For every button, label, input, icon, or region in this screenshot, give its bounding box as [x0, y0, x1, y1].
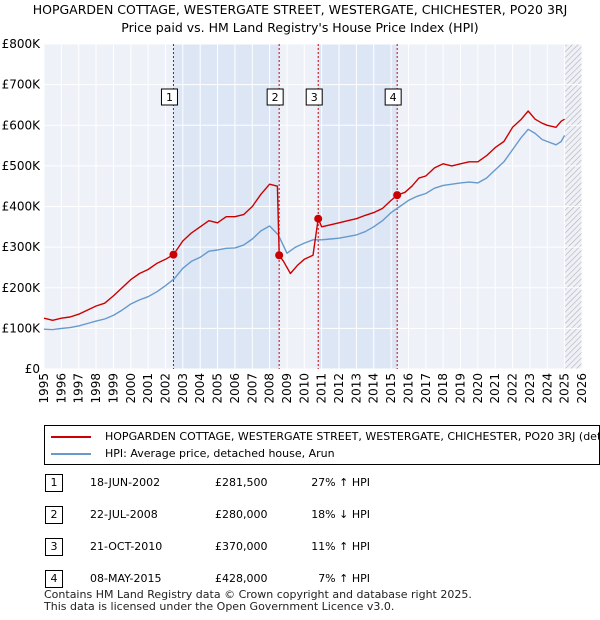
- property-price-line: [43, 110, 565, 321]
- sale-row: 2 22-JUL-2008 £280,000 18% ↓ HPI: [0, 506, 600, 526]
- sale-hpi-change: 7% ↑ HPI: [318, 572, 370, 585]
- sale-point: [169, 250, 178, 259]
- sale-number-badge: 1: [45, 474, 63, 492]
- sale-marker-label: 4: [390, 91, 397, 104]
- sale-price: £428,000: [215, 572, 268, 585]
- chart-title-line2: Price paid vs. HM Land Registry's House …: [121, 20, 479, 35]
- x-tick-label: 1999: [106, 373, 120, 404]
- x-tick-label: 2012: [332, 373, 346, 404]
- sale-date: 21-OCT-2010: [90, 540, 163, 553]
- x-tick-label: 2001: [141, 373, 155, 404]
- sale-date: 08-MAY-2015: [90, 572, 162, 585]
- x-tick-label: 2024: [540, 373, 554, 404]
- legend-swatch-property: [51, 436, 91, 438]
- y-tick-label: £600K: [2, 118, 42, 132]
- sale-number-badge: 4: [45, 570, 63, 588]
- y-tick-label: £300K: [2, 240, 42, 254]
- legend-label-property: HOPGARDEN COTTAGE, WESTERGATE STREET, WE…: [105, 430, 600, 443]
- x-tick-label: 2003: [176, 373, 190, 404]
- y-tick-label: £0: [25, 362, 40, 376]
- y-tick-label: £200K: [2, 281, 42, 295]
- y-tick-label: £800K: [2, 37, 42, 51]
- sale-price: £280,000: [215, 508, 268, 521]
- sale-marker-label: 2: [272, 91, 279, 104]
- x-tick-label: 2023: [523, 373, 537, 404]
- legend-label-hpi: HPI: Average price, detached house, Arun: [105, 447, 335, 460]
- sale-marker-label: 1: [166, 91, 173, 104]
- sale-marker-box: [384, 88, 402, 106]
- x-tick-label: 2021: [488, 373, 502, 404]
- x-tick-label: 1998: [89, 373, 103, 404]
- y-tick-label: £100K: [2, 321, 42, 335]
- sale-price: £281,500: [215, 476, 268, 489]
- footer: Contains HM Land Registry data © Crown c…: [44, 589, 472, 613]
- sale-row: 4 08-MAY-2015 £428,000 7% ↑ HPI: [0, 570, 600, 590]
- x-tick-label: 2015: [384, 373, 398, 404]
- legend-item-property: HOPGARDEN COTTAGE, WESTERGATE STREET, WE…: [51, 430, 600, 446]
- y-tick-label: £400K: [2, 200, 42, 214]
- footer-licence: This data is licensed under the Open Gov…: [44, 600, 395, 613]
- x-tick-label: 2011: [315, 373, 329, 404]
- y-tick-label: £700K: [2, 78, 42, 92]
- sale-date: 18-JUN-2002: [90, 476, 161, 489]
- footer-copyright: Contains HM Land Registry data © Crown c…: [44, 588, 472, 601]
- x-tick-label: 1995: [37, 373, 51, 404]
- x-tick-label: 1997: [72, 373, 86, 404]
- x-tick-label: 2026: [575, 373, 589, 404]
- legend: HOPGARDEN COTTAGE, WESTERGATE STREET, WE…: [44, 425, 600, 465]
- legend-swatch-hpi: [51, 453, 91, 455]
- x-tick-label: 2018: [436, 373, 450, 404]
- x-tick-label: 2017: [419, 373, 433, 404]
- x-tick-label: 2009: [280, 373, 294, 404]
- x-tick-label: 2007: [245, 373, 259, 404]
- hpi-line: [43, 128, 566, 331]
- sale-row: 1 18-JUN-2002 £281,500 27% ↑ HPI: [0, 474, 600, 494]
- x-tick-label: 2005: [211, 373, 225, 404]
- sale-point: [275, 251, 284, 260]
- sale-marker-box: [160, 88, 178, 106]
- x-tick-label: 2019: [454, 373, 468, 404]
- x-tick-label: 2000: [124, 373, 138, 404]
- sale-number-badge: 2: [45, 506, 63, 524]
- sale-price: £370,000: [215, 540, 268, 553]
- sale-marker-box: [305, 88, 323, 106]
- sale-date: 22-JUL-2008: [90, 508, 158, 521]
- sale-row: 3 21-OCT-2010 £370,000 11% ↑ HPI: [0, 538, 600, 558]
- y-tick-label: £500K: [2, 159, 42, 173]
- sale-hpi-change: 27% ↑ HPI: [311, 476, 370, 489]
- x-tick-label: 2004: [193, 373, 207, 404]
- x-tick-label: 2014: [367, 373, 381, 404]
- x-tick-label: 2025: [558, 373, 572, 404]
- legend-item-hpi: HPI: Average price, detached house, Arun: [51, 447, 335, 463]
- x-tick-label: 2008: [263, 373, 277, 404]
- x-tick-label: 2016: [401, 373, 415, 404]
- sale-point: [314, 214, 323, 223]
- sale-marker-box: [266, 88, 284, 106]
- price-chart: £0 £100K £200K £300K £400K £500K £600K £700K £80…: [2, 37, 589, 404]
- chart-title-line1: HOPGARDEN COTTAGE, WESTERGATE STREET, WE…: [32, 2, 568, 17]
- x-tick-label: 2013: [349, 373, 363, 404]
- x-tick-label: 1996: [54, 373, 68, 404]
- x-tick-label: 2020: [471, 373, 485, 404]
- sale-marker-label: 3: [311, 91, 318, 104]
- sale-point: [393, 191, 402, 200]
- sale-hpi-change: 18% ↓ HPI: [311, 508, 370, 521]
- x-tick-label: 2002: [158, 373, 172, 404]
- x-tick-label: 2006: [228, 373, 242, 404]
- x-tick-label: 2010: [297, 373, 311, 404]
- sale-hpi-change: 11% ↑ HPI: [311, 540, 370, 553]
- x-tick-label: 2022: [506, 373, 520, 404]
- sale-number-badge: 3: [45, 538, 63, 556]
